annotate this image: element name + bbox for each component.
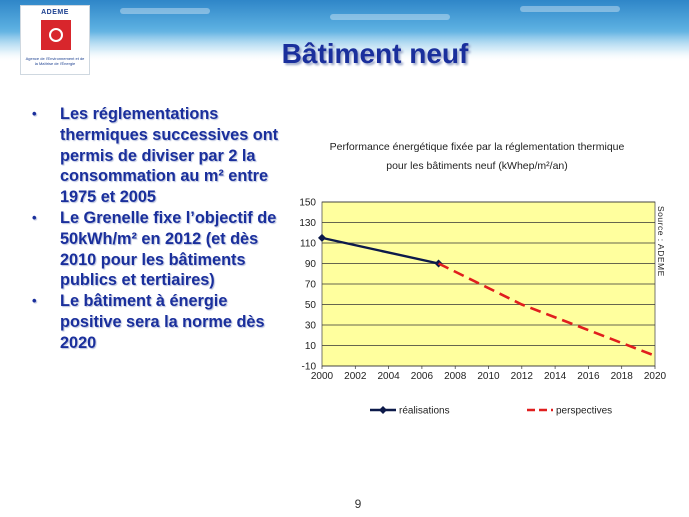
page-number: 9 xyxy=(354,497,362,511)
bullet-list: • Les réglementations thermiques successi… xyxy=(30,104,280,354)
x-tick-label: 2020 xyxy=(644,371,667,382)
x-tick-label: 2002 xyxy=(344,371,367,382)
data-point-marker xyxy=(318,233,326,242)
logo-mark-icon xyxy=(41,20,71,50)
y-tick-label: 110 xyxy=(300,239,316,250)
bullet-dot-icon: • xyxy=(32,293,37,309)
series-line-1 xyxy=(321,236,439,265)
bullet-dot-icon: • xyxy=(32,106,37,121)
source-label: Source : ADEME xyxy=(656,206,666,277)
ademe-logo: ADEME Agence de l'Environnement et de la… xyxy=(20,5,90,75)
logo-name: ADEME xyxy=(41,9,69,16)
x-tick-label: 2018 xyxy=(611,371,634,382)
x-tick-label: 2004 xyxy=(377,371,400,382)
wave-highlight xyxy=(520,6,620,12)
bullet-text: Les réglementations thermiques successiv… xyxy=(60,105,279,207)
bullet-text: Le bâtiment à énergie positive sera la n… xyxy=(60,292,265,352)
x-tick-label: 2014 xyxy=(544,371,567,382)
bullet-text: Le Grenelle fixe l’objectif de 50kWh/m² … xyxy=(60,208,277,290)
bullet-item: • Les réglementations thermiques successi… xyxy=(30,104,280,208)
legend-marker xyxy=(379,406,387,414)
wave-highlight xyxy=(120,8,210,14)
y-tick-label: 10 xyxy=(305,341,317,352)
x-tick-label: 2010 xyxy=(477,371,500,382)
x-tick-label: 2012 xyxy=(511,371,534,382)
logo-subtitle: Agence de l'Environnement et de la Maîtr… xyxy=(25,56,85,66)
x-tick-label: 2008 xyxy=(444,371,467,382)
chart-title: Performance énergétique fixée par la rég… xyxy=(329,141,625,172)
bullet-item: • Le bâtiment à énergie positive sera la … xyxy=(30,291,280,353)
y-tick-label: 90 xyxy=(305,259,317,270)
x-tick-label: 2016 xyxy=(577,371,600,382)
legend-label: réalisations xyxy=(399,406,450,417)
bullet-dot-icon: • xyxy=(32,209,37,225)
y-tick-label: 30 xyxy=(305,321,317,332)
series-line-2 xyxy=(437,262,656,357)
header-banner xyxy=(0,0,689,62)
y-tick-label: -10 xyxy=(302,362,317,373)
y-tick-label: 70 xyxy=(305,280,317,291)
legend-label: perspectives xyxy=(556,406,612,417)
y-tick-label: 130 xyxy=(299,218,316,229)
slide-title: Bâtiment neuf xyxy=(281,38,469,69)
x-tick-label: 2000 xyxy=(311,371,334,382)
bullet-item: • Le Grenelle fixe l’objectif de 50kWh/m²… xyxy=(30,208,280,291)
y-tick-label: 50 xyxy=(305,300,317,311)
wave-highlight xyxy=(330,14,450,20)
y-tick-label: 150 xyxy=(299,198,316,209)
x-tick-label: 2006 xyxy=(411,371,434,382)
